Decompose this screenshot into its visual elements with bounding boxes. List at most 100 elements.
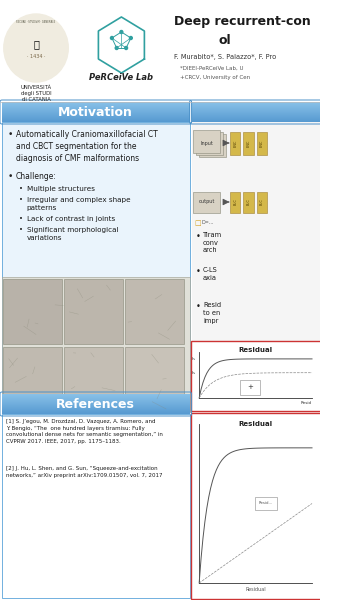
FancyBboxPatch shape [193, 130, 220, 152]
Text: Residual: Residual [239, 421, 273, 427]
Text: •: • [19, 227, 23, 233]
Text: •: • [8, 130, 13, 139]
FancyBboxPatch shape [191, 116, 319, 117]
Text: Tiram
conv
arch: Tiram conv arch [203, 232, 222, 253]
FancyBboxPatch shape [2, 114, 190, 115]
FancyBboxPatch shape [191, 112, 319, 113]
Text: +: + [247, 384, 253, 390]
FancyBboxPatch shape [191, 121, 319, 122]
Text: [1] S. J’egou, M. Drozdzal, D. Vazquez, A. Romero, and
Y. Bengio, “The  one hund: [1] S. J’egou, M. Drozdzal, D. Vazquez, … [6, 419, 162, 444]
FancyBboxPatch shape [2, 108, 190, 109]
FancyBboxPatch shape [2, 122, 190, 412]
FancyBboxPatch shape [2, 104, 190, 105]
Text: •: • [8, 172, 13, 181]
FancyBboxPatch shape [243, 191, 254, 212]
Text: References: References [55, 397, 134, 410]
Text: ENC: ENC [233, 139, 237, 146]
FancyBboxPatch shape [2, 400, 190, 401]
Circle shape [111, 37, 113, 40]
Circle shape [120, 31, 123, 34]
FancyBboxPatch shape [191, 115, 319, 116]
Text: ENC: ENC [246, 139, 250, 146]
Text: Deep recurrent-con: Deep recurrent-con [174, 16, 310, 28]
FancyBboxPatch shape [256, 191, 267, 212]
Text: Residual: Residual [239, 347, 273, 353]
Text: BLC: BLC [260, 199, 264, 205]
Text: ol: ol [218, 34, 231, 46]
Text: Multiple structures: Multiple structures [27, 186, 95, 192]
Text: · 1434 ·: · 1434 · [27, 53, 45, 58]
Text: BLC: BLC [246, 199, 250, 205]
Text: •: • [19, 186, 23, 192]
FancyBboxPatch shape [191, 118, 319, 119]
FancyBboxPatch shape [240, 380, 260, 395]
FancyBboxPatch shape [191, 105, 319, 106]
FancyBboxPatch shape [191, 102, 319, 103]
Text: Challenge:: Challenge: [16, 172, 57, 181]
Text: PeRCeiVe Lab: PeRCeiVe Lab [89, 73, 153, 82]
FancyBboxPatch shape [2, 408, 190, 409]
FancyBboxPatch shape [64, 347, 123, 410]
FancyBboxPatch shape [2, 120, 190, 121]
FancyBboxPatch shape [3, 278, 62, 344]
FancyBboxPatch shape [2, 115, 190, 116]
FancyBboxPatch shape [191, 117, 319, 118]
Text: Lack of contrast in joints: Lack of contrast in joints [27, 216, 115, 222]
FancyBboxPatch shape [191, 109, 319, 110]
Text: SECVAE · STVDIVM · GENERALE: SECVAE · STVDIVM · GENERALE [17, 20, 56, 24]
FancyBboxPatch shape [2, 395, 190, 396]
FancyBboxPatch shape [193, 191, 220, 212]
Text: □: □ [194, 220, 201, 226]
Text: C-LS
axia: C-LS axia [203, 267, 218, 281]
FancyBboxPatch shape [2, 110, 190, 111]
FancyBboxPatch shape [2, 397, 190, 398]
FancyBboxPatch shape [255, 497, 277, 510]
FancyBboxPatch shape [191, 119, 319, 120]
FancyBboxPatch shape [191, 104, 319, 105]
Text: ENC: ENC [260, 139, 264, 146]
Text: F. Murabito*, S. Palazzo*, F. Pro: F. Murabito*, S. Palazzo*, F. Pro [174, 54, 276, 60]
Text: Resid
to en
impr: Resid to en impr [203, 302, 221, 323]
FancyBboxPatch shape [2, 404, 190, 405]
FancyBboxPatch shape [230, 191, 240, 212]
Text: •: • [19, 216, 23, 222]
FancyBboxPatch shape [199, 133, 226, 157]
Circle shape [4, 14, 68, 82]
Text: Residual: Residual [245, 587, 266, 592]
FancyBboxPatch shape [191, 341, 320, 411]
FancyBboxPatch shape [2, 398, 190, 399]
FancyBboxPatch shape [2, 118, 190, 119]
FancyBboxPatch shape [2, 413, 190, 414]
Text: UNIVERSITÀ
degli STUDI
di CATANIA: UNIVERSITÀ degli STUDI di CATANIA [21, 85, 52, 103]
Text: •: • [195, 232, 200, 241]
Text: •: • [195, 302, 200, 311]
FancyBboxPatch shape [2, 401, 190, 402]
Text: h₂: h₂ [192, 371, 196, 374]
FancyBboxPatch shape [2, 394, 190, 395]
Text: Irregular and complex shape
patterns: Irregular and complex shape patterns [27, 197, 130, 211]
FancyBboxPatch shape [191, 120, 319, 121]
FancyBboxPatch shape [2, 402, 190, 403]
FancyBboxPatch shape [2, 414, 190, 598]
Text: •: • [195, 267, 200, 276]
Text: Motivation: Motivation [57, 106, 132, 118]
FancyBboxPatch shape [191, 413, 320, 599]
Text: Resid...: Resid... [259, 502, 273, 505]
FancyBboxPatch shape [2, 412, 190, 413]
Text: 🏛: 🏛 [33, 39, 39, 49]
FancyBboxPatch shape [3, 347, 62, 410]
FancyBboxPatch shape [2, 113, 190, 114]
FancyBboxPatch shape [2, 119, 190, 120]
Circle shape [129, 37, 132, 40]
FancyBboxPatch shape [64, 278, 123, 344]
FancyBboxPatch shape [191, 108, 319, 109]
FancyBboxPatch shape [2, 111, 190, 112]
FancyBboxPatch shape [2, 409, 190, 410]
Text: •: • [19, 197, 23, 203]
FancyBboxPatch shape [2, 102, 190, 103]
FancyBboxPatch shape [191, 107, 319, 108]
FancyBboxPatch shape [2, 411, 190, 412]
FancyBboxPatch shape [196, 131, 223, 154]
FancyBboxPatch shape [191, 111, 319, 112]
FancyBboxPatch shape [125, 278, 184, 344]
